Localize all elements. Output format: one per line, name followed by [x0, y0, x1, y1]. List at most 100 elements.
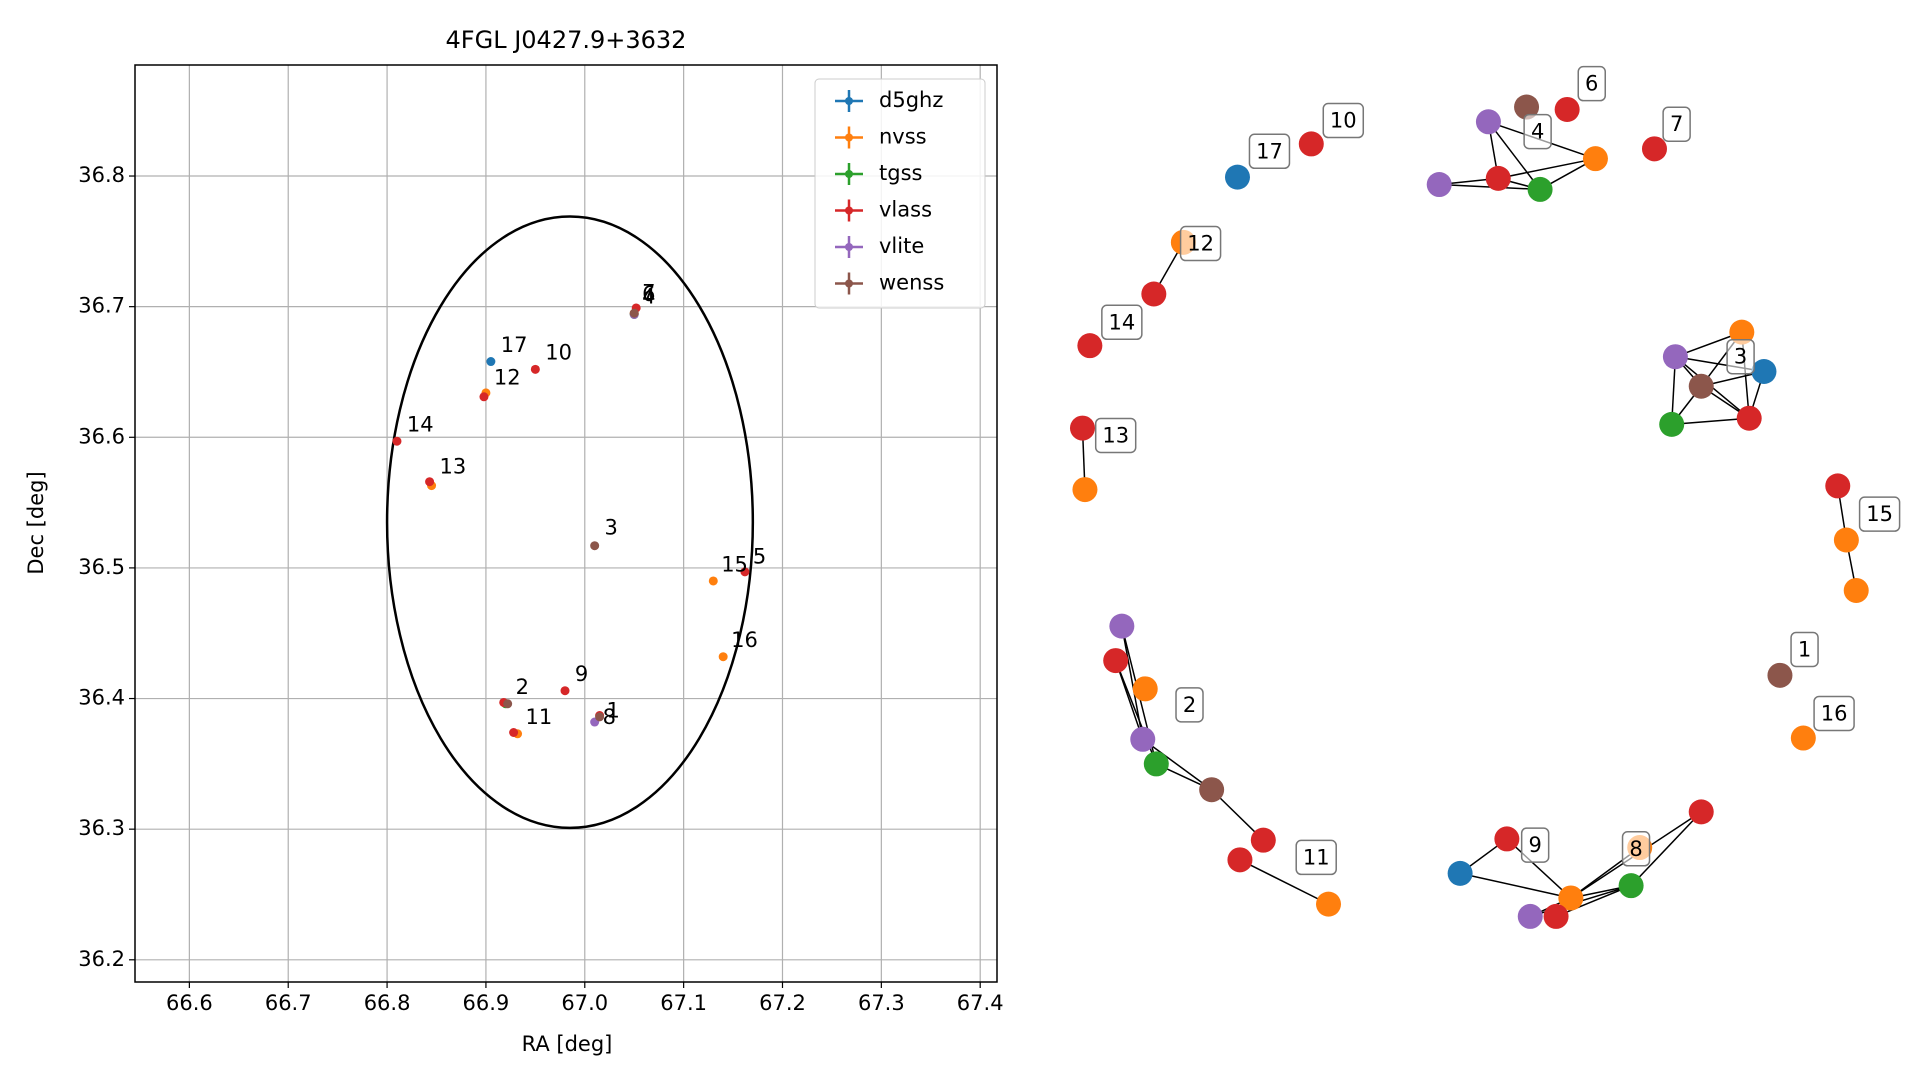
network-edge — [1459, 872, 1572, 899]
point — [740, 567, 750, 577]
x-tick-label: 66.9 — [463, 991, 510, 1015]
network-node — [1514, 94, 1540, 120]
annotation: 14 — [407, 413, 434, 437]
point — [718, 652, 728, 662]
x-axis-label: RA [deg] — [522, 1032, 613, 1056]
network-label-box — [1621, 831, 1651, 867]
network-node — [1659, 411, 1685, 437]
error-ellipse — [385, 215, 755, 830]
network-label-box — [1523, 113, 1552, 150]
x-tick-label: 66.7 — [265, 991, 312, 1015]
network-label-box — [1813, 695, 1855, 732]
network-label: 8 — [1629, 837, 1642, 861]
x-tick-label: 66.6 — [166, 991, 213, 1015]
annotation: 12 — [494, 366, 521, 390]
network-node — [1517, 903, 1543, 929]
network-node — [1485, 165, 1511, 191]
network-node — [1103, 648, 1129, 674]
network-label: 17 — [1256, 139, 1283, 163]
network-node — [1825, 473, 1851, 499]
legend-label: vlite — [879, 234, 924, 258]
network-label: 12 — [1187, 232, 1214, 256]
network-node — [1077, 333, 1103, 359]
point — [425, 477, 435, 487]
annotation: 5 — [753, 544, 766, 568]
annotation: 15 — [721, 552, 748, 576]
network-node — [1250, 827, 1276, 853]
network-edge — [1555, 884, 1632, 918]
annotation: 17 — [501, 333, 528, 357]
legend-marker — [845, 170, 853, 178]
annotation: 10 — [545, 341, 572, 365]
legend-label: vlass — [879, 198, 932, 222]
legend-marker — [845, 243, 853, 251]
network-label: 11 — [1303, 845, 1330, 869]
annotation: 9 — [575, 662, 588, 686]
network-node — [1132, 676, 1158, 702]
legend-label: d5ghz — [879, 88, 943, 112]
annotation: 2 — [516, 675, 529, 699]
y-tick-label: 36.7 — [78, 294, 125, 318]
network-label-box — [1175, 687, 1204, 723]
network-label: 3 — [1734, 345, 1747, 369]
x-tick-label: 67.1 — [660, 991, 707, 1015]
network-node — [1767, 662, 1793, 688]
x-tick-label: 67.0 — [561, 991, 608, 1015]
network-node — [1199, 777, 1225, 803]
network-node — [1790, 725, 1816, 751]
network-node — [1688, 373, 1714, 399]
network-node — [1554, 96, 1580, 122]
annotation: 3 — [605, 516, 618, 540]
y-axis-label: Dec [deg] — [24, 471, 48, 574]
network-edge — [1239, 859, 1329, 905]
y-tick-label: 36.6 — [78, 424, 125, 448]
network-label-box — [1790, 631, 1819, 668]
network-label: 1 — [1798, 637, 1811, 661]
network-node — [1729, 319, 1755, 345]
network-label-box — [1101, 304, 1143, 341]
annotation: 1 — [607, 699, 620, 723]
network-label-box — [1295, 839, 1337, 876]
point — [479, 392, 489, 402]
network-node — [1475, 109, 1501, 135]
network-node — [1224, 164, 1250, 190]
network-node — [1227, 847, 1253, 873]
network-node — [1141, 281, 1167, 307]
network-label-box — [1094, 417, 1137, 454]
network-node — [1072, 477, 1098, 503]
network-edge — [1506, 838, 1572, 899]
network-label-box — [1858, 496, 1901, 532]
network-label: 13 — [1102, 423, 1129, 447]
network-label-box — [1726, 338, 1755, 375]
network-label: 2 — [1183, 693, 1196, 717]
network-node — [1688, 799, 1714, 825]
point — [560, 686, 570, 696]
network-node — [1558, 885, 1584, 911]
y-tick-label: 36.2 — [78, 947, 125, 971]
network-label: 4 — [1531, 120, 1544, 144]
annotation: 8 — [603, 705, 616, 729]
network-node — [1447, 860, 1473, 886]
y-tick-label: 36.4 — [78, 686, 125, 710]
network-label: 16 — [1821, 701, 1848, 725]
network-edge — [1630, 811, 1702, 887]
network-edge — [1142, 738, 1213, 791]
annotation: 11 — [525, 705, 552, 729]
chart-title: 4FGL J0427.9+3632 — [446, 26, 687, 54]
network-label-box — [1248, 133, 1291, 170]
x-tick-label: 67.4 — [957, 991, 1004, 1015]
network-node — [1618, 873, 1644, 899]
network-node — [1843, 577, 1869, 603]
network-label: 7 — [1670, 112, 1683, 136]
legend-marker — [845, 97, 853, 105]
annotation: 4 — [642, 285, 655, 309]
annotation: 7 — [642, 281, 655, 305]
network-node — [1069, 415, 1095, 441]
legend-marker — [845, 279, 853, 288]
network-node — [1736, 405, 1762, 431]
network-edge — [1671, 417, 1750, 426]
network-edge — [1487, 121, 1541, 190]
x-tick-label: 67.3 — [858, 991, 905, 1015]
y-tick-label: 36.5 — [78, 555, 125, 579]
plot-frame — [134, 64, 998, 983]
